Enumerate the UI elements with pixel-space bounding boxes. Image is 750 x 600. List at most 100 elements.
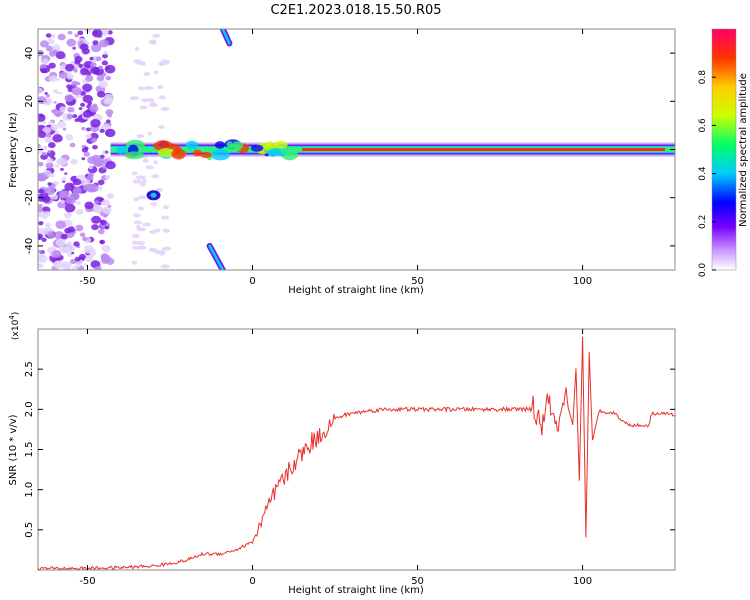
heatmap-noise-blob — [106, 193, 115, 199]
heatmap-noise-blob — [137, 86, 145, 91]
heatmap-noise-blob — [83, 146, 89, 151]
heatmap-noise-blob — [97, 179, 105, 186]
heatmap-noise-blob — [73, 69, 78, 73]
heatmap-noise-blob — [47, 182, 52, 186]
heatmap-noise-blob — [147, 131, 152, 136]
heatmap-noise-blob — [105, 161, 116, 170]
heatmap-noise-blob — [90, 62, 97, 68]
band-blob — [210, 149, 231, 161]
heatmap-noise-blob — [143, 72, 151, 77]
heatmap-noise-blob — [59, 106, 67, 113]
heatmap-noise-blob — [58, 71, 68, 79]
heatmap-noise-blob — [45, 222, 51, 228]
colorbar: 0.0 0.2 0.4 0.6 0.8 Normalized spectral ampl… — [698, 28, 749, 278]
heatmap-noise-blob — [137, 206, 145, 211]
heatmap-noise-blob — [136, 134, 145, 139]
heatmap-noise-blob — [101, 60, 109, 66]
heatmap-noise-blob — [152, 33, 161, 38]
heatmap-noise-blob — [79, 43, 89, 51]
heatmap-noise-blob — [82, 236, 88, 242]
heatmap-noise-blob — [96, 75, 105, 82]
heatmap-noise-blob — [131, 240, 139, 245]
chart-title: C2E1.2023.018.15.50.R05 — [270, 3, 441, 18]
heatmap-noise-blob — [131, 234, 140, 239]
band-blob — [116, 145, 125, 155]
heatmap-noise-blob — [72, 187, 82, 195]
heatmap-noise-blob — [150, 101, 156, 106]
heatmap-noise-blob — [148, 39, 157, 44]
heatmap-noise-blob — [38, 87, 44, 95]
heatmap-noise-blob — [48, 75, 58, 82]
heatmap-noise-blob — [77, 30, 84, 36]
heatmap-noise-blob — [58, 245, 66, 252]
heatmap-noise-blob — [40, 253, 46, 257]
heatmap-noise-blob — [104, 175, 111, 180]
heatmap-noise-blob — [102, 206, 112, 215]
snr-xtick-label: 0 — [249, 576, 255, 587]
heatmap-noise-blob — [65, 196, 76, 205]
heatmap-noise-blob — [54, 112, 61, 118]
heatmap-noise-blob — [155, 188, 163, 193]
heatmap-noise-blob — [47, 150, 52, 154]
heatmap-noise-blob — [38, 143, 41, 148]
heatmap-noise-blob — [159, 250, 166, 255]
heatmap-noise-blob — [40, 153, 48, 160]
snr-scale-exponent: 4 — [8, 315, 16, 320]
heatmap-noise-blob — [139, 105, 148, 110]
heatmap-noise-blob — [74, 33, 80, 38]
heatmap-xtick-label: 100 — [573, 276, 592, 287]
heatmap-noise-blob — [74, 59, 81, 65]
heatmap-ytick-label: -20 — [24, 190, 35, 206]
heatmap-noise-blob — [102, 53, 108, 59]
band-blob — [192, 149, 203, 157]
heatmap-noise-blob — [162, 228, 171, 233]
heatmap-noise-blob — [56, 78, 60, 81]
heatmap-noise-blob — [83, 151, 90, 157]
heatmap-noise-blob — [82, 110, 93, 118]
snr-xtick-label: -50 — [79, 576, 95, 587]
heatmap-noise-blob — [55, 238, 66, 247]
heatmap-noise-blob — [74, 224, 84, 232]
heatmap-noise-blob — [70, 158, 78, 165]
band-core — [302, 148, 666, 151]
colorbar-tick-label: 0.2 — [698, 215, 708, 229]
heatmap-noise-blob — [96, 90, 106, 98]
heatmap-noise-blob — [38, 263, 44, 269]
heatmap-noise-blob — [90, 66, 100, 75]
heatmap-noise-blob — [158, 62, 166, 67]
band-blob — [200, 151, 212, 159]
band-blob — [281, 147, 292, 155]
snr-ytick-label: 2.0 — [24, 401, 35, 417]
heatmap-noise-blob — [39, 64, 47, 70]
heatmap-noise-blob — [44, 139, 50, 143]
heatmap-noise-blob — [105, 75, 112, 81]
heatmap-noise-blob — [157, 85, 164, 90]
heatmap-streak-core — [221, 29, 231, 45]
heatmap-noise-blob — [90, 119, 101, 128]
heatmap-noise-blob — [71, 251, 75, 255]
heatmap-noise-blob — [80, 126, 86, 131]
heatmap-noise-blob — [53, 101, 57, 104]
heatmap-noise-blob — [55, 220, 67, 229]
heatmap-noise-blob — [59, 91, 63, 95]
heatmap-noise-blob — [85, 127, 91, 132]
snr-scale-close: ) — [11, 312, 21, 316]
heatmap-xtick-label: 50 — [411, 276, 424, 287]
heatmap-noise-blob — [89, 105, 99, 113]
heatmap-noise-blob — [77, 63, 83, 68]
heatmap-noise-blob — [142, 158, 149, 163]
heatmap-noise-blob — [132, 245, 138, 250]
heatmap-noise-blob — [66, 73, 74, 80]
heatmap-noise-blob — [45, 33, 52, 38]
heatmap-noise-blob — [66, 113, 74, 120]
heatmap-noise-blob — [78, 107, 83, 111]
heatmap-noise-blob — [48, 120, 53, 125]
heatmap-noise-blob — [38, 96, 47, 104]
heatmap-noise-blob — [94, 265, 102, 270]
heatmap-noise-blob — [45, 162, 54, 169]
band-blob — [214, 141, 226, 149]
heatmap-noise-blob — [99, 128, 105, 134]
heatmap-noise-blob — [99, 240, 104, 244]
colorbar-tick-label: 0.0 — [698, 263, 708, 278]
snr-ytick-label: 1.5 — [24, 442, 35, 458]
